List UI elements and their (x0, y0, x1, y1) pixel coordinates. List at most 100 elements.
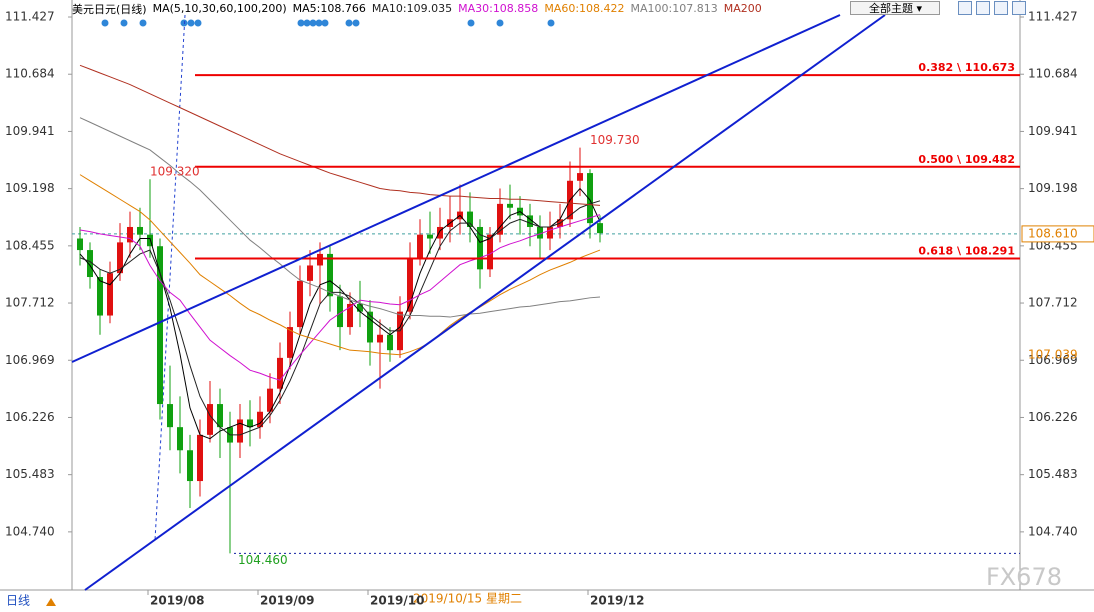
legend-entry: MA5:108.766 (292, 2, 366, 15)
tool-icon[interactable] (1012, 1, 1026, 15)
signal-dots (101, 19, 555, 27)
candle-body (167, 404, 173, 428)
candle-body (327, 253, 333, 297)
candle-body (527, 215, 533, 227)
indicator: MA(5,10,30,60,100,200) (152, 2, 287, 15)
candle-body (407, 257, 413, 312)
annotation: 109.320 (150, 165, 200, 179)
y-tick-label: 106.969 (1028, 353, 1078, 367)
legend-entry: MA30:108.858 (458, 2, 539, 15)
candle-body (97, 277, 103, 316)
candle-body (537, 226, 543, 239)
trend-line (84, 14, 886, 591)
tool-icon[interactable] (976, 1, 990, 15)
y-tick-label: 107.712 (1028, 296, 1078, 310)
candle-body (377, 334, 383, 343)
candle-body (117, 242, 123, 274)
candle-body (247, 419, 253, 428)
candle-body (317, 253, 323, 266)
candle-body (127, 226, 133, 243)
candle-body (367, 311, 373, 343)
annotation: 109.730 (590, 133, 640, 147)
candle-body (277, 357, 283, 389)
legend-entry: MA10:109.035 (371, 2, 453, 15)
candle-body (357, 303, 363, 312)
candle-body (477, 226, 483, 270)
candle-body (597, 223, 603, 234)
candle-body (157, 246, 163, 405)
x-tick-label: 2019/08 (150, 594, 204, 608)
candle-body (287, 327, 293, 358)
ma-line (79, 117, 601, 318)
y-tick-label: 106.226 (1028, 410, 1078, 424)
x-tick-label: 2019/10 (370, 594, 424, 608)
y-tick-label: 109.941 (1028, 124, 1078, 138)
ma-line (79, 174, 601, 356)
y-tick-label: 109.198 (1028, 181, 1078, 195)
theme-select[interactable]: 全部主题 ▾ (850, 1, 940, 15)
theme-label: 全部主题 (869, 2, 913, 15)
y-tick-label: 106.969 (5, 353, 55, 367)
candle-body (77, 238, 83, 251)
y-tick-label: 107.712 (5, 296, 55, 310)
fib-label: 0.382 \ 110.673 (918, 61, 1015, 74)
y-tick-label: 111.427 (5, 10, 55, 24)
candle-body (237, 419, 243, 443)
legend-entry: MA100:107.813 (630, 2, 718, 15)
candle-body (257, 411, 263, 428)
legend-entry: MA200 (723, 2, 762, 15)
candle-body (437, 226, 443, 239)
y-tick-label: 108.455 (5, 238, 55, 252)
price-label: 107.039 (1028, 347, 1078, 361)
ma-line (79, 200, 601, 436)
candle-body (387, 334, 393, 351)
annotation: 104.460 (238, 553, 288, 567)
tool-icon[interactable] (994, 1, 1008, 15)
price-box (1021, 225, 1094, 243)
candle-body (267, 388, 273, 412)
candle-body (137, 226, 143, 235)
period-button[interactable]: 日线 (6, 594, 30, 608)
y-tick-label: 106.226 (5, 410, 55, 424)
y-tick-label: 105.483 (5, 467, 55, 481)
candle-body (337, 296, 343, 328)
candle-body (497, 203, 503, 235)
candle-body (487, 234, 493, 270)
title: 美元日元(日线) (72, 2, 147, 16)
y-tick-label: 111.427 (1028, 10, 1078, 24)
price-label: 108.610 (1028, 226, 1078, 240)
legend: 美元日元(日线) MA(5,10,30,60,100,200) MA5:108.… (72, 0, 768, 17)
y-tick-label: 109.941 (5, 124, 55, 138)
candle-body (417, 234, 423, 258)
candle-body (467, 211, 473, 227)
candle-body (207, 404, 213, 435)
candle-body (107, 273, 113, 316)
fib-label: 0.500 \ 109.482 (918, 153, 1015, 166)
y-tick-label: 110.684 (1028, 67, 1078, 81)
y-tick-label: 109.198 (5, 181, 55, 195)
y-tick-label: 110.684 (5, 67, 55, 81)
x-tick-label: 2019/09 (260, 594, 314, 608)
trend-line (71, 14, 841, 363)
candle-body (297, 280, 303, 328)
candle-body (347, 303, 353, 328)
tool-icon[interactable] (958, 1, 972, 15)
ma-line (79, 214, 601, 381)
candle-body (587, 173, 593, 224)
ma-line (79, 187, 601, 440)
candle-body (427, 234, 433, 239)
plot: 0.382 \ 110.673 0.500 \ 109.482 0.618 \ 10… (72, 61, 1020, 567)
candle-body (147, 234, 153, 247)
x-tick-label: 2019/12 (590, 594, 644, 608)
y-tick-label: 105.483 (1028, 467, 1078, 481)
watermark: FX678 (986, 563, 1062, 591)
cursor-line (154, 14, 186, 541)
candle-body (577, 173, 583, 181)
y-tick-label: 104.740 (1028, 524, 1078, 538)
candle-body (547, 226, 553, 239)
candle-body (507, 203, 513, 208)
candle-body (197, 434, 203, 482)
